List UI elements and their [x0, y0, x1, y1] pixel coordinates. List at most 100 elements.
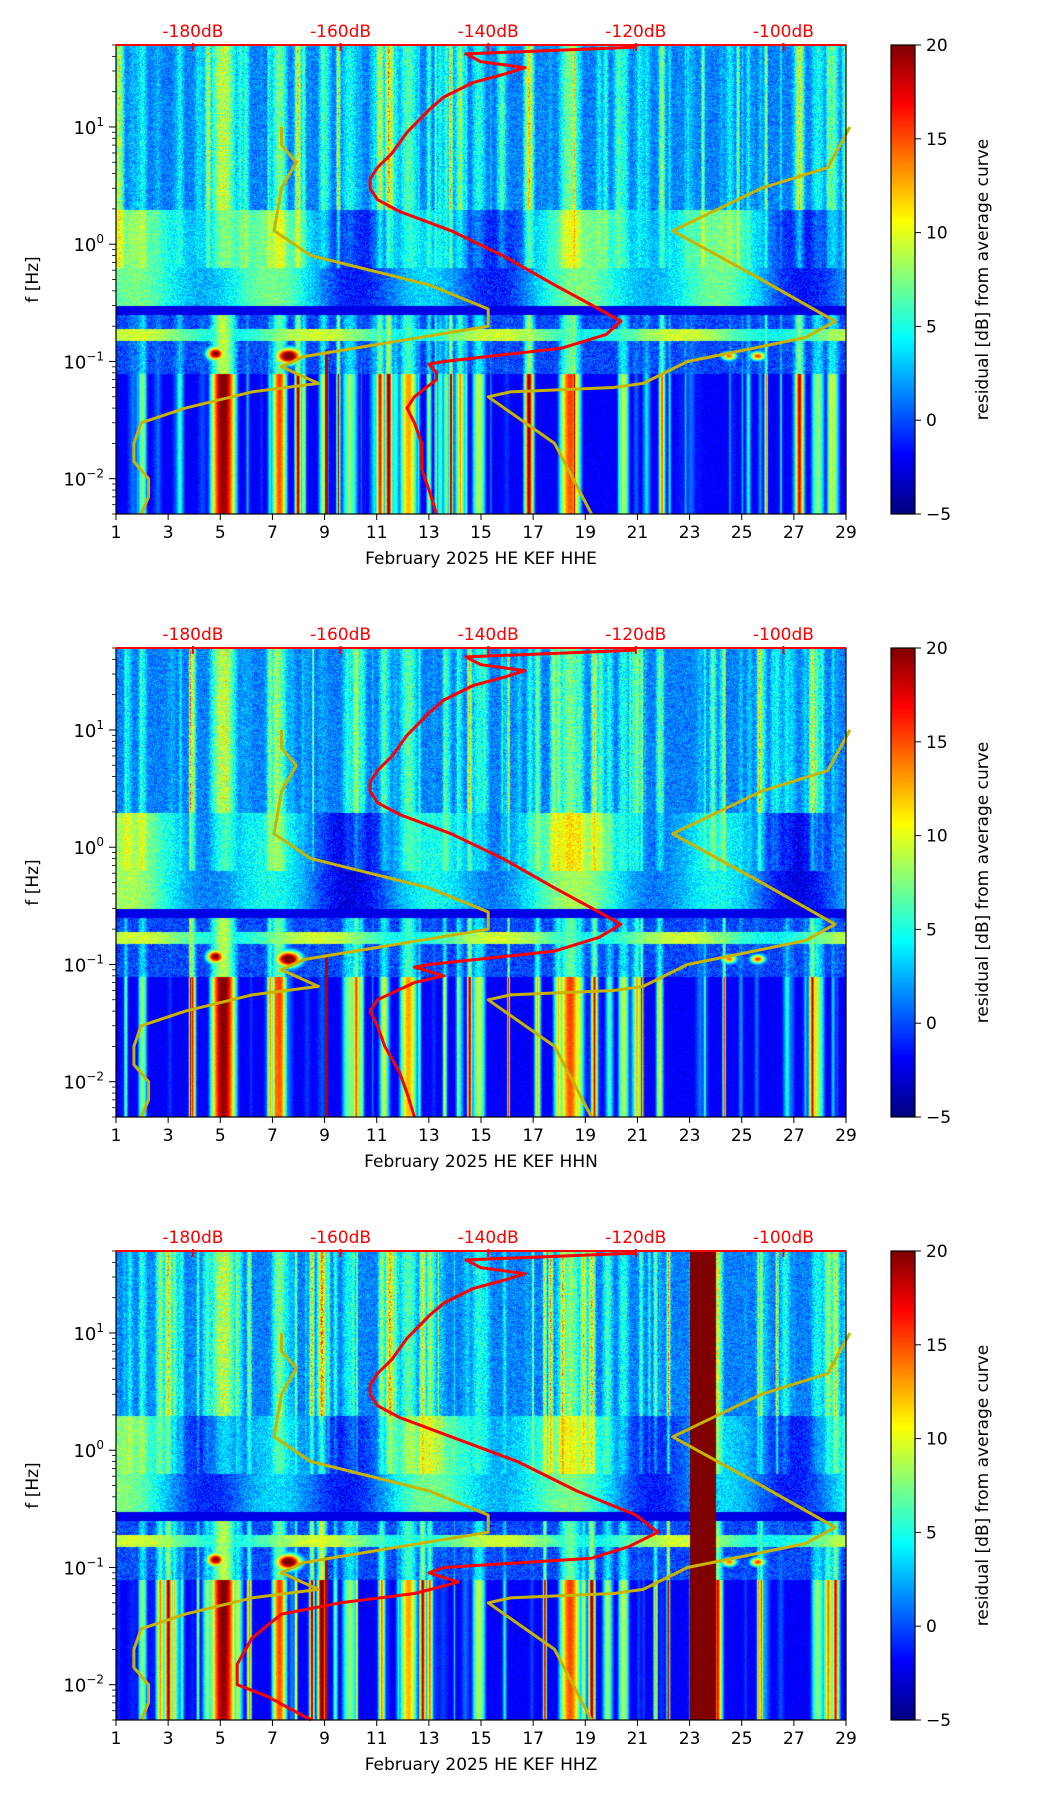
- y-tick-exponent: −1: [86, 1555, 104, 1569]
- x-tick-label: 27: [783, 1126, 805, 1146]
- colorbar-tick-label: 0: [926, 1014, 937, 1034]
- x-tick-label: 21: [627, 1126, 649, 1146]
- y-tick-exponent: −2: [86, 1070, 104, 1084]
- axes-frame: [115, 647, 847, 1118]
- x-tick-label: 15: [470, 1126, 492, 1146]
- nhnm-curve: [486, 1332, 852, 1721]
- colorbar-tick-label: 0: [926, 411, 937, 431]
- x-tick-label: 1: [111, 1729, 122, 1749]
- x-tick-label: 7: [267, 1126, 278, 1146]
- x-tick-label: 11: [366, 1729, 388, 1749]
- y-tick-exponent: −1: [86, 349, 104, 363]
- y-tick-label: 10−2: [63, 467, 104, 491]
- top-db-label: -120dB: [605, 1228, 666, 1248]
- colorbar-frame: [890, 1250, 916, 1721]
- x-tick-label: 3: [163, 523, 174, 543]
- colorbar-tick-label: 20: [926, 36, 948, 56]
- x-tick-label: 25: [731, 1126, 753, 1146]
- x-tick-label: 19: [574, 523, 596, 543]
- y-tick-label: 10−2: [63, 1070, 104, 1094]
- y-tick-label: 10−1: [63, 349, 104, 373]
- y-tick-label: 101: [73, 718, 104, 742]
- y-tick-exponent: 1: [96, 115, 104, 129]
- x-axis-label: February 2025 HE KEF HHE: [365, 549, 597, 569]
- x-tick-label: 5: [215, 523, 226, 543]
- y-axis-label: f [Hz]: [23, 1462, 43, 1508]
- x-tick-label: 1: [111, 523, 122, 543]
- spectrogram-panel-hhe: 1 3 5 7 9 11 13 15 17 19 21 23 25 27 29 February 2025 H…: [0, 0, 1052, 603]
- top-db-label: -100dB: [753, 625, 814, 645]
- x-tick-label: 7: [267, 1729, 278, 1749]
- y-tick-base: 10: [63, 352, 86, 373]
- axes-frame: [115, 44, 847, 515]
- y-tick-label: 10−1: [63, 952, 104, 976]
- x-tick-label: 9: [319, 523, 330, 543]
- x-tick-label: 23: [679, 1729, 701, 1749]
- x-tick-label: 5: [215, 1126, 226, 1146]
- top-db-label: -180dB: [162, 625, 223, 645]
- y-tick-base: 10: [73, 838, 96, 859]
- x-tick-label: 5: [215, 1729, 226, 1749]
- top-db-label: -180dB: [162, 1228, 223, 1248]
- nhnm-curve: [486, 126, 852, 515]
- top-db-label: -120dB: [605, 22, 666, 42]
- x-tick-label: 3: [163, 1729, 174, 1749]
- x-tick-label: 9: [319, 1729, 330, 1749]
- x-tick-label: 9: [319, 1126, 330, 1146]
- x-tick-label: 29: [835, 1126, 857, 1146]
- x-tick-label: 23: [679, 1126, 701, 1146]
- x-tick-label: 19: [574, 1126, 596, 1146]
- x-tick-label: 17: [522, 1729, 544, 1749]
- top-db-label: -160dB: [310, 1228, 371, 1248]
- colorbar-label: residual [dB] from average curve: [973, 742, 993, 1023]
- top-db-label: -160dB: [310, 625, 371, 645]
- y-tick-exponent: −2: [86, 1673, 104, 1687]
- top-db-label: -140dB: [458, 1228, 519, 1248]
- y-tick-exponent: 0: [96, 835, 104, 849]
- nlnm-curve: [132, 127, 490, 515]
- colorbar-gradient: [891, 1251, 915, 1720]
- x-tick-label: 21: [627, 1729, 649, 1749]
- nhnm-curve: [486, 729, 852, 1118]
- top-db-label: -100dB: [753, 22, 814, 42]
- x-axis-label: February 2025 HE KEF HHN: [364, 1152, 598, 1172]
- y-tick-base: 10: [73, 1441, 96, 1462]
- average-psd-curve: [368, 45, 636, 515]
- x-tick-label: 15: [470, 1729, 492, 1749]
- x-tick-label: 7: [267, 523, 278, 543]
- y-tick-exponent: 1: [96, 718, 104, 732]
- x-tick-label: 19: [574, 1729, 596, 1749]
- x-tick-label: 27: [783, 1729, 805, 1749]
- colorbar-gradient: [891, 45, 915, 514]
- colorbar-tick-label: 15: [926, 1336, 948, 1356]
- y-tick-label: 101: [73, 1321, 104, 1345]
- y-tick-exponent: 0: [96, 232, 104, 246]
- colorbar-tick-label: 10: [926, 827, 948, 847]
- nlnm-curve: [132, 1333, 490, 1721]
- top-db-label: -120dB: [605, 625, 666, 645]
- top-db-label: -140dB: [458, 625, 519, 645]
- x-tick-label: 29: [835, 1729, 857, 1749]
- spectrogram-panel-hhz: 1 3 5 7 9 11 13 15 17 19 21 23 25 27 29 February 2025 H…: [0, 1206, 1052, 1809]
- colorbar-tick-label: −5: [926, 505, 951, 525]
- y-tick-base: 10: [63, 1676, 86, 1697]
- colorbar-label: residual [dB] from average curve: [973, 139, 993, 420]
- colorbar-tick-label: 20: [926, 1242, 948, 1262]
- x-tick-label: 1: [111, 1126, 122, 1146]
- colorbar-tick-label: 5: [926, 317, 937, 337]
- colorbar-label: residual [dB] from average curve: [973, 1345, 993, 1626]
- top-db-label: -140dB: [458, 22, 519, 42]
- x-tick-label: 13: [418, 1126, 440, 1146]
- y-tick-label: 10−2: [63, 1673, 104, 1697]
- x-tick-label: 17: [522, 523, 544, 543]
- x-tick-label: 13: [418, 523, 440, 543]
- colorbar-gradient: [891, 648, 915, 1117]
- average-psd-curve: [368, 648, 636, 1118]
- y-tick-base: 10: [73, 1324, 96, 1345]
- top-db-label: -160dB: [310, 22, 371, 42]
- colorbar-frame: [890, 44, 916, 515]
- spectrogram-heatmap: [116, 648, 846, 1117]
- y-tick-base: 10: [63, 1073, 86, 1094]
- x-tick-label: 27: [783, 523, 805, 543]
